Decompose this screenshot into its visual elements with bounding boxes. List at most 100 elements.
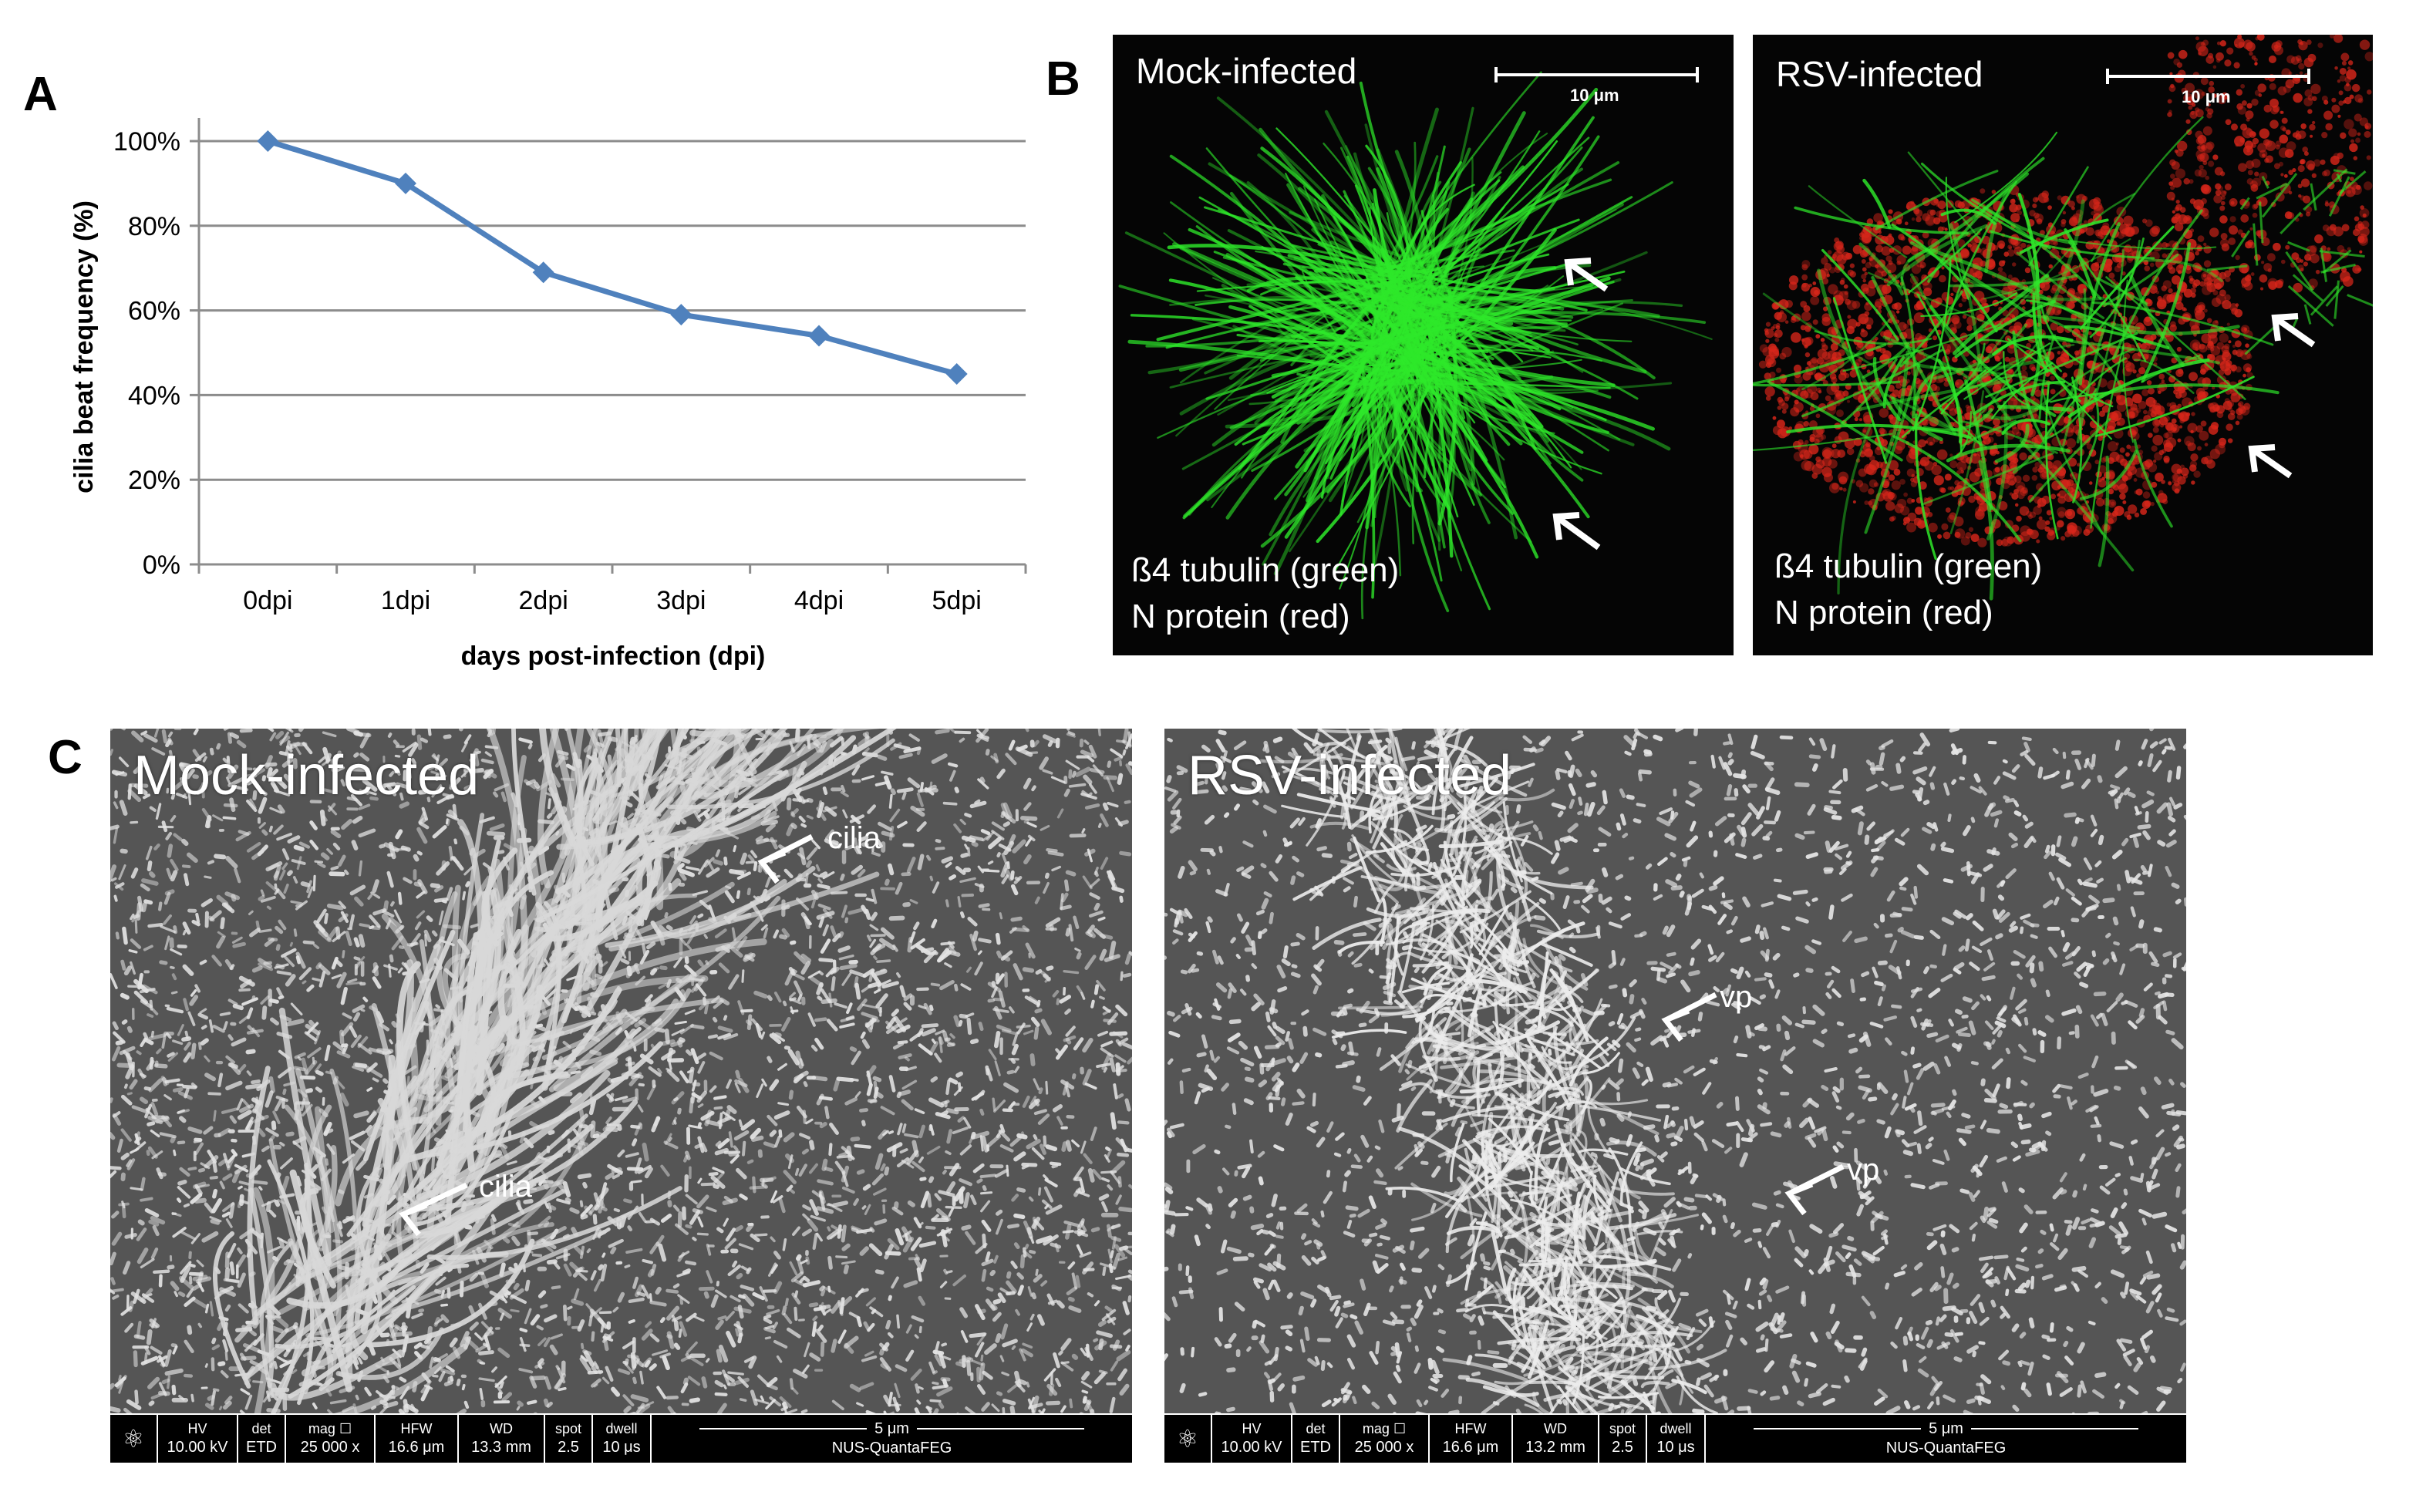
- info-dwell-value: 10 μs: [1656, 1439, 1695, 1456]
- arrow-icon: [1554, 514, 1601, 551]
- info-hfw-header: HFW: [1454, 1421, 1487, 1436]
- info-scale-label: 5 μm: [874, 1419, 909, 1437]
- cilia-bundle: [212, 729, 897, 1415]
- chart-x-tick-label: 3dpi: [656, 586, 706, 615]
- arrow-head-icon: [1784, 1181, 1814, 1216]
- arrow-head-icon: [2271, 313, 2299, 342]
- sem-rsv-image: RSV-infected vp vp ⚛ HV 10.00 kV det ETD m…: [1164, 729, 2186, 1463]
- info-mag-header: mag ☐: [308, 1421, 352, 1436]
- info-det-value: ETD: [1300, 1439, 1331, 1456]
- info-det-header: det: [251, 1421, 271, 1436]
- chart-data-point: [808, 325, 830, 347]
- info-mag-value: 25 000 x: [1354, 1439, 1414, 1456]
- fluorescence-mock-title: Mock-infected: [1136, 51, 1357, 91]
- sem-rsv-info-bar: ⚛ HV 10.00 kV det ETD mag ☐ 25 000 x HFW 16.…: [1164, 1413, 2186, 1463]
- info-instrument: NUS-QuantaFEG: [1885, 1439, 2007, 1456]
- info-spot-header: spot: [554, 1421, 582, 1436]
- sem-mock-image: Mock-infected cilia cilia ⚛ HV 10.00 kV d…: [110, 729, 1132, 1463]
- chart-x-tick-label: 2dpi: [519, 586, 568, 615]
- info-wd-header: WD: [490, 1421, 513, 1436]
- sem-mock-title: Mock-infected: [133, 745, 480, 807]
- arrow-head-icon: [757, 850, 787, 884]
- chart-series-line: [267, 138, 958, 377]
- info-hfw-value: 16.6 μm: [388, 1439, 445, 1456]
- sem-annotation-cilia-1: cilia: [827, 821, 881, 855]
- info-hfw-header: HFW: [400, 1421, 433, 1436]
- stain-tubulin-label: ß4 tubulin (green): [1131, 551, 1400, 589]
- atom-icon: ⚛: [1164, 1415, 1212, 1463]
- cilia-strands: [1118, 71, 1713, 620]
- info-dwell-header: dwell: [1660, 1421, 1692, 1436]
- chart-y-tick-label: 0%: [143, 551, 180, 580]
- sem-rsv-cilia-image: [1164, 729, 2186, 1415]
- scalebar-label: 10 μm: [2182, 87, 2231, 106]
- info-wd-value: 13.3 mm: [471, 1439, 531, 1456]
- stain-n-protein-label: N protein (red): [1774, 594, 1993, 631]
- chart-gridlines: [199, 140, 1026, 481]
- arrow-icon: [1565, 259, 1609, 292]
- arrow-head-icon: [2248, 444, 2276, 473]
- chart-y-axis-label: cilia beat frequency (%): [69, 200, 99, 493]
- sem-annotation-vp-2: vp: [1847, 1153, 1880, 1187]
- arrow-head-icon: [1552, 512, 1580, 540]
- chart-data-point: [257, 130, 279, 152]
- cilia-beat-frequency-chart: 0% 20% 40% 60% 80% 100% 0dpi 1dpi 2dpi 3dpi 4dpi 5…: [69, 118, 1027, 671]
- chart-data-point: [395, 172, 416, 194]
- info-spot-header: spot: [1609, 1421, 1636, 1436]
- chart-x-tick-label: 1dpi: [381, 586, 430, 615]
- sem-annotation-vp-1: vp: [1720, 980, 1753, 1014]
- chart-x-tick-label: 0dpi: [243, 586, 292, 615]
- info-hv-header: HV: [187, 1421, 207, 1436]
- sem-mock-cilia-image: [110, 729, 1132, 1415]
- chart-y-tick-label: 60%: [128, 297, 180, 326]
- panel-label-c: C: [48, 731, 83, 784]
- panel-label-b: B: [1046, 52, 1080, 106]
- chart-y-tick-label: 20%: [128, 466, 180, 495]
- info-hv-header: HV: [1242, 1421, 1262, 1436]
- fluorescence-mock-stain-legend: ß4 tubulin (green) N protein (red): [1131, 547, 1399, 640]
- chart-data-point: [670, 304, 692, 326]
- chart-data-point: [532, 261, 554, 284]
- chart-x-tick-labels: 0dpi 1dpi 2dpi 3dpi 4dpi 5dpi: [243, 586, 982, 615]
- red-green-infected-cell-image: [1753, 35, 2373, 601]
- sem-rsv-title: RSV-infected: [1188, 745, 1512, 807]
- chart-series-markers: [257, 130, 968, 385]
- info-dwell-value: 10 μs: [602, 1439, 641, 1456]
- chart-y-tick-labels: 0% 20% 40% 60% 80% 100%: [113, 127, 180, 580]
- info-mag-header: mag ☐: [1362, 1421, 1407, 1436]
- arrow-head-icon: [1661, 1008, 1690, 1042]
- chart-axes: [190, 118, 1027, 574]
- sem-mock-info-bar: ⚛ HV 10.00 kV det ETD mag ☐ 25 000 x HFW 16.…: [110, 1413, 1132, 1463]
- fluorescence-rsv-image: RSV-infected 10 μm ß4 tubulin (green) N …: [1753, 35, 2373, 655]
- cilia-strands: [1753, 116, 2373, 601]
- info-hv-value: 10.00 kV: [1221, 1439, 1282, 1456]
- arrow-icon: [2273, 315, 2316, 348]
- arrow-icon: [2249, 446, 2293, 479]
- green-cilia-cluster-image: [1118, 71, 1713, 620]
- info-mag-value: 25 000 x: [300, 1439, 360, 1456]
- chart-x-tick-label: 5dpi: [932, 586, 982, 615]
- sem-annotation-cilia-2: cilia: [479, 1170, 532, 1204]
- chart-x-tick-label: 4dpi: [794, 586, 844, 615]
- fluorescence-rsv-scalebar: 10 μm: [2106, 67, 2314, 113]
- info-scale-label: 5 μm: [1929, 1419, 1963, 1437]
- chart-y-tick-label: 80%: [128, 212, 180, 241]
- info-wd-header: WD: [1544, 1421, 1567, 1436]
- atom-icon: ⚛: [110, 1415, 158, 1463]
- info-wd-value: 13.2 mm: [1525, 1439, 1585, 1456]
- arrow-head-icon: [399, 1202, 428, 1237]
- info-det-value: ETD: [246, 1439, 277, 1456]
- stain-n-protein-label: N protein (red): [1131, 598, 1350, 635]
- panel-label-a: A: [23, 68, 58, 121]
- stain-tubulin-label: ß4 tubulin (green): [1774, 547, 2043, 585]
- chart-data-point: [945, 362, 968, 385]
- info-spot-value: 2.5: [558, 1439, 579, 1456]
- fluorescence-rsv-title: RSV-infected: [1776, 54, 1983, 94]
- arrow-head-icon: [1564, 258, 1592, 286]
- info-instrument: NUS-QuantaFEG: [831, 1439, 952, 1456]
- info-spot-value: 2.5: [1612, 1439, 1633, 1456]
- scalebar-label: 10 μm: [1570, 86, 1619, 105]
- info-dwell-header: dwell: [605, 1421, 638, 1436]
- chart-x-axis-label: days post-infection (dpi): [461, 642, 766, 671]
- fluorescence-mock-image: Mock-infected 10 μm ß4 tubulin (green) N…: [1113, 35, 1734, 655]
